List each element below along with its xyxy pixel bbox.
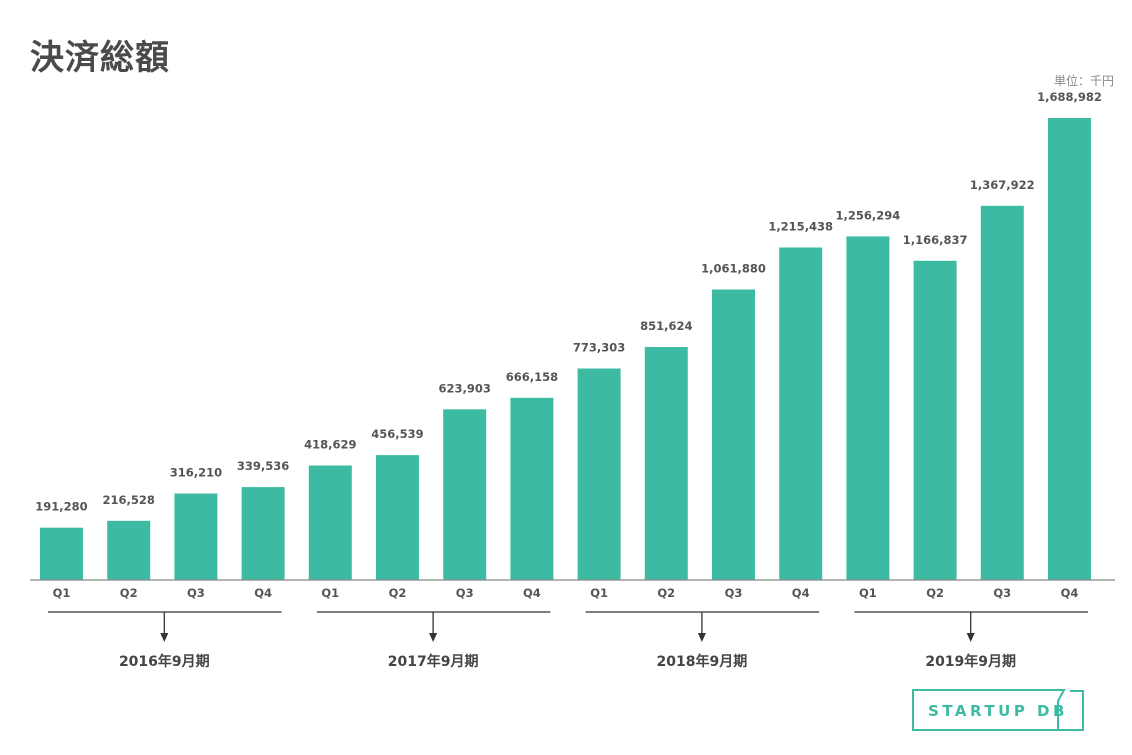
bar (913, 260, 957, 580)
quarter-tick-label: Q3 (187, 586, 205, 600)
fiscal-period-label: 2017年9月期 (388, 653, 479, 670)
bar-value-label: 191,280 (35, 500, 87, 514)
bar-value-label: 1,688,982 (1037, 90, 1102, 104)
period-arrow-head (429, 633, 438, 642)
period-arrow-head (697, 633, 706, 642)
bar-value-label: 418,629 (304, 438, 356, 452)
quarter-tick-label: Q2 (657, 586, 675, 600)
bar-value-label: 1,215,438 (768, 220, 833, 234)
bar-value-label: 316,210 (170, 466, 222, 480)
bar (107, 520, 151, 580)
quarter-tick-label: Q3 (456, 586, 474, 600)
bar (712, 289, 755, 580)
bar (308, 465, 352, 580)
bar-value-label: 851,624 (640, 319, 692, 333)
quarter-tick-label: Q3 (725, 586, 743, 600)
period-arrow-head (966, 633, 975, 642)
bar-value-label: 1,061,880 (701, 262, 766, 276)
bar (241, 487, 285, 580)
bar (644, 347, 688, 580)
bar (376, 455, 419, 580)
quarter-tick-label: Q3 (993, 586, 1011, 600)
quarter-tick-label: Q1 (590, 586, 608, 600)
quarter-tick-label: Q2 (389, 586, 407, 600)
bar (1048, 118, 1091, 580)
bar (980, 205, 1024, 581)
bar (174, 493, 218, 580)
period-arrow-head (160, 633, 169, 642)
fiscal-period-label: 2016年9月期 (119, 653, 210, 670)
bar-value-label: 773,303 (573, 341, 625, 355)
bar (779, 247, 823, 580)
unit-label: 単位：千円 (1053, 74, 1114, 88)
bar-value-label: 1,256,294 (836, 208, 901, 222)
quarter-labels: Q1 Q2 Q3 Q4 Q1 Q2 Q3 Q4 Q1 Q2 Q3 Q4 Q1 Q2 Q3 Q4 (53, 586, 1079, 600)
bar-value-label: 666,158 (506, 370, 558, 384)
bar-value-label: 623,903 (439, 381, 491, 395)
bars-group: 191,280 216,528 316,210 339,536 418,629 456,5… (35, 90, 1102, 581)
bar-chart: 191,280 216,528 316,210 339,536 418,629 456,5… (30, 90, 1115, 670)
period-groups: 2016年9月期 2017年9月期 2018年9月期 2019年9月期 (48, 611, 1088, 670)
bar-value-label: 216,528 (103, 493, 155, 507)
startup-db-logo: STARTUP DB (912, 689, 1084, 731)
bar (577, 368, 621, 580)
quarter-tick-label: Q4 (792, 586, 810, 600)
chart-title: 決済総額 (30, 38, 170, 78)
bar-value-label: 1,166,837 (903, 233, 968, 247)
logo-text: STARTUP DB (928, 702, 1068, 720)
quarter-tick-label: Q2 (120, 586, 138, 600)
quarter-tick-label: Q4 (254, 586, 272, 600)
fiscal-period-label: 2018年9月期 (657, 653, 748, 670)
bar (846, 236, 890, 580)
quarter-tick-label: Q1 (321, 586, 339, 600)
quarter-tick-label: Q4 (1061, 586, 1079, 600)
quarter-tick-label: Q1 (53, 586, 71, 600)
fiscal-period-label: 2019年9月期 (925, 653, 1016, 670)
bar (40, 527, 83, 580)
bar-value-label: 456,539 (371, 427, 423, 441)
bar (510, 397, 554, 580)
quarter-tick-label: Q2 (926, 586, 944, 600)
bar-value-label: 1,367,922 (970, 178, 1035, 192)
bar (443, 409, 487, 580)
bar-value-label: 339,536 (237, 459, 289, 473)
quarter-tick-label: Q1 (859, 586, 877, 600)
quarter-tick-label: Q4 (523, 586, 541, 600)
